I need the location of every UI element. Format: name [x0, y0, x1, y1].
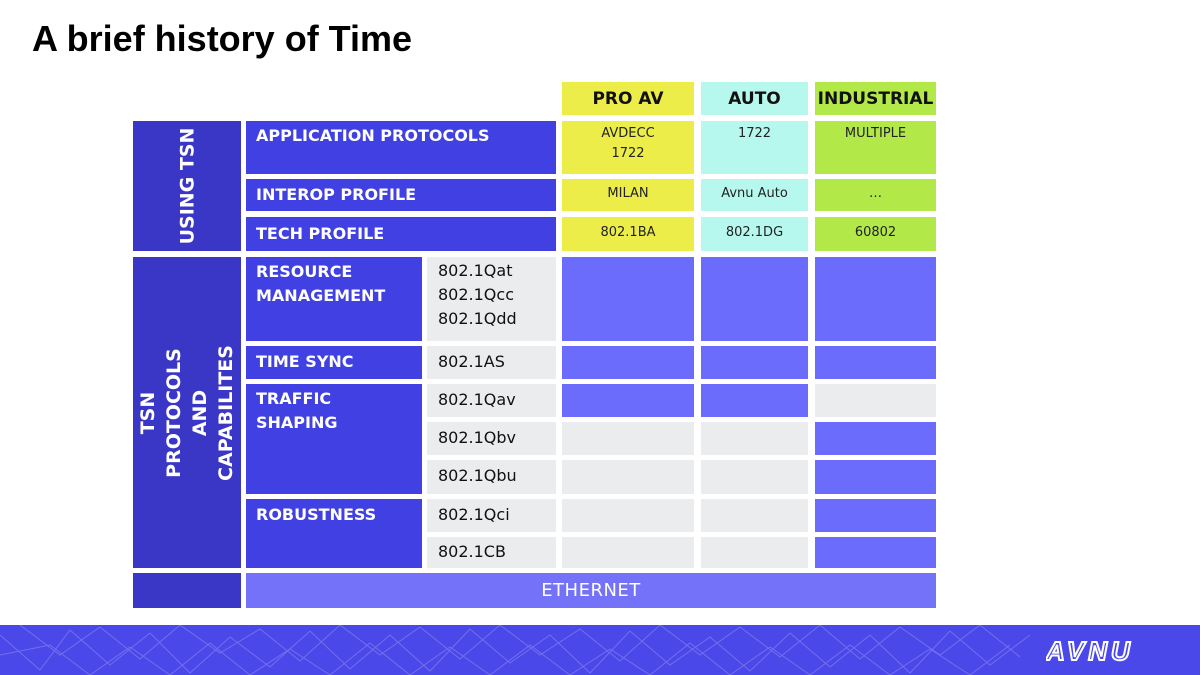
- section-using-tsn: USING TSN: [133, 121, 241, 251]
- cap-traffic-shaping: TRAFFIC SHAPING: [246, 384, 422, 494]
- qci-auto: [701, 499, 808, 532]
- cb-pro-av: [562, 537, 694, 568]
- row-application-protocols: APPLICATION PROTOCOLS: [246, 121, 556, 174]
- section-tsn-protocols-label: TSN PROTOCOLS AND CAPABILITES: [137, 344, 237, 481]
- qci-industrial: [815, 499, 936, 532]
- tech-auto: 802.1DG: [701, 217, 808, 251]
- qbu-industrial: [815, 460, 936, 494]
- section-using-tsn-label: USING TSN: [176, 127, 198, 245]
- qbv-auto: [701, 422, 808, 455]
- row-interop-profile: INTEROP PROFILE: [246, 179, 556, 211]
- time-sync-auto: [701, 346, 808, 379]
- avnu-logo: AVNU: [1046, 636, 1134, 666]
- ethernet-left-block: [133, 573, 241, 608]
- codes-resource-management: 802.1Qat 802.1Qcc 802.1Qdd: [427, 257, 556, 341]
- code-cb: 802.1CB: [427, 537, 556, 568]
- app-protocols-pro-av: AVDECC 1722: [562, 121, 694, 174]
- footer-pattern: [0, 625, 1031, 675]
- qci-pro-av: [562, 499, 694, 532]
- resource-auto: [701, 257, 808, 341]
- row-tech-profile: TECH PROFILE: [246, 217, 556, 251]
- header-auto: AUTO: [701, 82, 808, 115]
- code-time-sync: 802.1AS: [427, 346, 556, 379]
- tech-pro-av: 802.1BA: [562, 217, 694, 251]
- cb-industrial: [815, 537, 936, 568]
- qav-auto: [701, 384, 808, 417]
- qbv-pro-av: [562, 422, 694, 455]
- interop-auto: Avnu Auto: [701, 179, 808, 211]
- qav-pro-av: [562, 384, 694, 417]
- avnu-logo-text: AVNU: [1046, 636, 1134, 666]
- resource-industrial: [815, 257, 936, 341]
- cb-auto: [701, 537, 808, 568]
- tech-industrial: 60802: [815, 217, 936, 251]
- qbu-pro-av: [562, 460, 694, 494]
- section-tsn-protocols: TSN PROTOCOLS AND CAPABILITES: [133, 257, 241, 568]
- time-sync-industrial: [815, 346, 936, 379]
- ethernet-bar: ETHERNET: [246, 573, 936, 608]
- code-qav: 802.1Qav: [427, 384, 556, 417]
- cap-robustness: ROBUSTNESS: [246, 499, 422, 568]
- header-industrial: INDUSTRIAL: [815, 82, 936, 115]
- slide-title: A brief history of Time: [32, 18, 413, 59]
- qbu-auto: [701, 460, 808, 494]
- cap-resource-management: RESOURCE MANAGEMENT: [246, 257, 422, 341]
- qav-industrial: [815, 384, 936, 417]
- header-pro-av: PRO AV: [562, 82, 694, 115]
- time-sync-pro-av: [562, 346, 694, 379]
- resource-pro-av: [562, 257, 694, 341]
- interop-industrial: …: [815, 179, 936, 211]
- cap-time-sync: TIME SYNC: [246, 346, 422, 379]
- app-protocols-industrial: MULTIPLE: [815, 121, 936, 174]
- qbv-industrial: [815, 422, 936, 455]
- interop-pro-av: MILAN: [562, 179, 694, 211]
- code-qci: 802.1Qci: [427, 499, 556, 532]
- code-qbv: 802.1Qbv: [427, 422, 556, 455]
- footer-band: [0, 625, 1200, 675]
- code-qbu: 802.1Qbu: [427, 460, 556, 494]
- app-protocols-auto: 1722: [701, 121, 808, 174]
